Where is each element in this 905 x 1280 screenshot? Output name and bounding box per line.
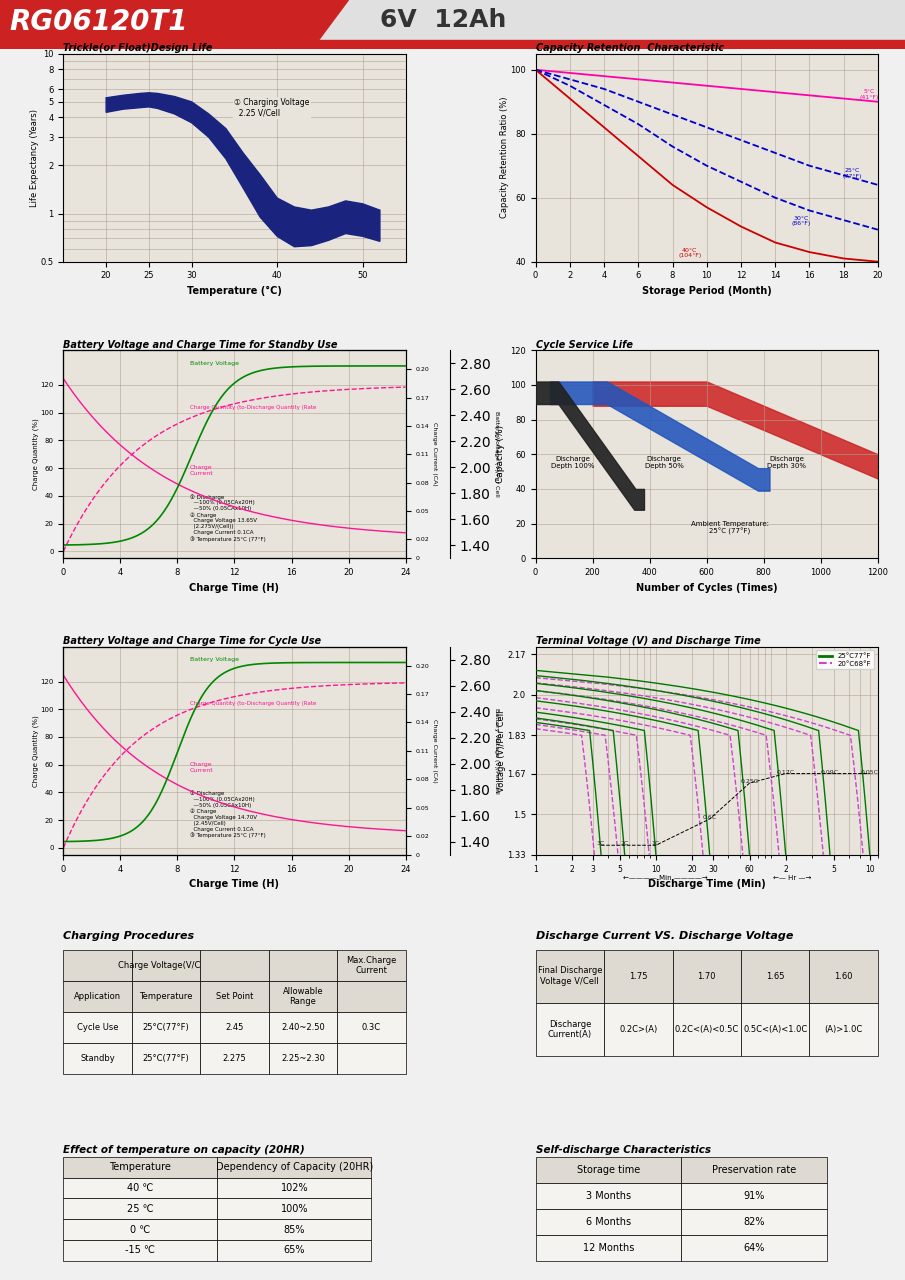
Text: ←— Hr —→: ←— Hr —→ [773,874,812,881]
Text: Terminal Voltage (V) and Discharge Time: Terminal Voltage (V) and Discharge Time [536,636,760,646]
Text: Charging Procedures: Charging Procedures [63,932,195,941]
Polygon shape [0,0,348,49]
Bar [0,40,905,49]
X-axis label: Charge Time (H): Charge Time (H) [189,879,280,890]
Y-axis label: Battery Voltage (V)/Per Cell: Battery Voltage (V)/Per Cell [494,411,499,497]
Text: ① Discharge
  —100% (0.05CAx20H)
  —50% (0.05CAx10H)
② Charge
  Charge Voltage 1: ① Discharge —100% (0.05CAx20H) —50% (0.0… [190,791,266,838]
Text: 0.09C: 0.09C [821,769,839,774]
Text: Charge Quantity (to-Discharge Quantity (Rate: Charge Quantity (to-Discharge Quantity (… [190,701,317,707]
Text: Battery Voltage and Charge Time for Cycle Use: Battery Voltage and Charge Time for Cycl… [63,636,321,646]
X-axis label: Charge Time (H): Charge Time (H) [189,582,280,593]
Text: ① Charging Voltage
  2.25 V/Cell: ① Charging Voltage 2.25 V/Cell [234,99,310,118]
Text: Discharge
Depth 30%: Discharge Depth 30% [767,456,806,470]
Text: ←———— Min ————→: ←———— Min ————→ [624,874,708,881]
Y-axis label: Charge Current (CA): Charge Current (CA) [433,719,437,782]
Text: Cycle Service Life: Cycle Service Life [536,339,633,349]
Text: Capacity Retention  Characteristic: Capacity Retention Characteristic [536,44,724,52]
Text: RG06120T1: RG06120T1 [9,8,187,36]
Text: Discharge Current VS. Discharge Voltage: Discharge Current VS. Discharge Voltage [536,932,793,941]
Text: Ambient Temperature:
25°C (77°F): Ambient Temperature: 25°C (77°F) [691,521,768,535]
Text: Effect of temperature on capacity (20HR): Effect of temperature on capacity (20HR) [63,1144,305,1155]
Text: Discharge
Depth 50%: Discharge Depth 50% [644,456,683,470]
Text: Charge Quantity (to-Discharge Quantity (Rate: Charge Quantity (to-Discharge Quantity (… [190,404,317,410]
Text: Battery Voltage: Battery Voltage [190,658,239,663]
Text: Self-discharge Characteristics: Self-discharge Characteristics [536,1144,710,1155]
Y-axis label: Charge Current (CA): Charge Current (CA) [433,422,437,486]
Text: 6V  12Ah: 6V 12Ah [380,9,507,32]
Legend: 25°C77°F, 20°C68°F: 25°C77°F, 20°C68°F [815,650,874,669]
X-axis label: Storage Period (Month): Storage Period (Month) [642,285,772,296]
Y-axis label: Capacity Retention Ratio (%): Capacity Retention Ratio (%) [500,97,509,219]
Text: 2C: 2C [621,841,629,846]
X-axis label: Temperature (°C): Temperature (°C) [187,285,281,296]
X-axis label: Discharge Time (Min): Discharge Time (Min) [648,879,766,890]
Text: 3C: 3C [597,841,605,846]
Text: Battery Voltage: Battery Voltage [190,361,239,366]
Text: 40°C
(104°F): 40°C (104°F) [678,247,701,259]
Text: 5°C
(41°F): 5°C (41°F) [860,90,879,100]
Text: Trickle(or Float)Design Life: Trickle(or Float)Design Life [63,44,213,52]
Text: Battery Voltage and Charge Time for Standby Use: Battery Voltage and Charge Time for Stan… [63,339,338,349]
X-axis label: Number of Cycles (Times): Number of Cycles (Times) [636,582,777,593]
Text: Discharge
Depth 100%: Discharge Depth 100% [551,456,595,470]
Text: 25°C
(77°F): 25°C (77°F) [843,168,862,178]
Text: 0.05C: 0.05C [861,769,879,774]
Y-axis label: Charge Quantity (%): Charge Quantity (%) [33,716,39,787]
Polygon shape [106,92,380,247]
Text: ① Discharge
  —100% (0.05CAx20H)
  —50% (0.05CAx10H)
② Charge
  Charge Voltage 1: ① Discharge —100% (0.05CAx20H) —50% (0.0… [190,494,266,541]
Text: 0.25C: 0.25C [740,780,758,785]
Text: 0.17C: 0.17C [776,769,795,774]
Y-axis label: Capacity (%): Capacity (%) [496,425,505,484]
Text: Charge
Current: Charge Current [190,465,214,476]
Text: 1C: 1C [652,841,660,846]
Y-axis label: Voltage (V)/Per Cell: Voltage (V)/Per Cell [497,710,506,791]
Text: 0.6C: 0.6C [702,815,717,820]
Text: Charge
Current: Charge Current [190,762,214,773]
Y-axis label: Battery Voltage (V)/Per Cell: Battery Voltage (V)/Per Cell [494,708,499,794]
Text: 30°C
(86°F): 30°C (86°F) [791,216,811,227]
Y-axis label: Charge Quantity (%): Charge Quantity (%) [33,419,39,490]
Y-axis label: Life Expectancy (Years): Life Expectancy (Years) [30,109,39,206]
